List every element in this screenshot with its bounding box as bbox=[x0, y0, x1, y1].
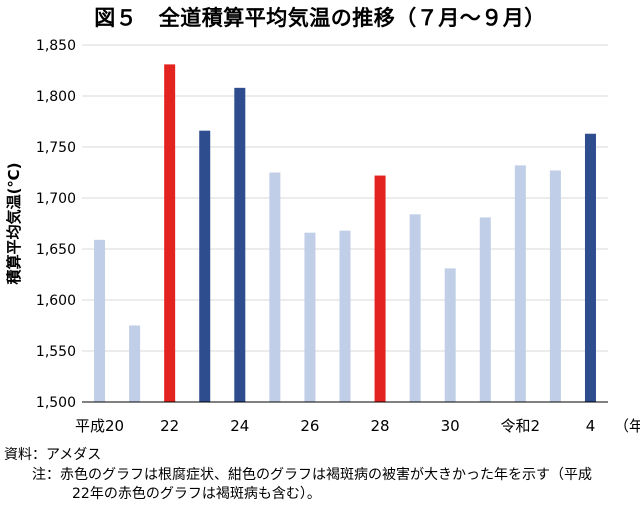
y-tick-label: 1,500 bbox=[36, 395, 76, 411]
chart-title: 図５ 全道積算平均気温の推移（７月～９月） bbox=[94, 6, 546, 30]
bar bbox=[304, 232, 316, 402]
y-tick-label: 1,700 bbox=[36, 191, 76, 207]
footnote-line-2: 22年の赤色のグラフは褐斑病も含む）。 bbox=[72, 486, 321, 502]
x-tick-label: 30 bbox=[441, 417, 460, 435]
x-tick-label: 22 bbox=[160, 417, 179, 435]
x-tick-label: 24 bbox=[230, 417, 249, 435]
bar bbox=[234, 87, 246, 402]
x-tick-label: 26 bbox=[300, 417, 319, 435]
y-axis-title: 積算平均気温(℃) bbox=[5, 163, 23, 286]
bar bbox=[164, 64, 176, 402]
bar bbox=[199, 130, 211, 402]
source-note: 資料：アメダス bbox=[4, 447, 102, 463]
bar bbox=[129, 325, 141, 402]
x-tick-label: 4 bbox=[586, 417, 596, 435]
y-tick-label: 1,650 bbox=[36, 242, 76, 258]
bar bbox=[444, 268, 456, 402]
y-tick-label: 1,850 bbox=[36, 38, 76, 54]
y-tick-label: 1,550 bbox=[36, 344, 76, 360]
bar bbox=[479, 217, 491, 402]
y-tick-label: 1,750 bbox=[36, 140, 76, 156]
bar bbox=[549, 170, 561, 402]
y-tick-label: 1,800 bbox=[36, 89, 76, 105]
bar bbox=[269, 172, 281, 402]
x-tick-label: 令和2 bbox=[501, 417, 541, 435]
bar bbox=[584, 133, 596, 403]
footnote-line-1: 注：赤色のグラフは根腐症状、紺色のグラフは褐斑病の被害が大きかった年を示す（平成 bbox=[32, 467, 592, 483]
bar-chart: 1,500 1,550 1,600 1,650 1,700 1,750 1,800 1,850… bbox=[5, 38, 640, 435]
bar bbox=[514, 165, 526, 402]
bar bbox=[409, 214, 421, 402]
y-tick-label: 1,600 bbox=[36, 293, 76, 309]
x-tick-label: 28 bbox=[371, 417, 390, 435]
x-tick-label: 平成20 bbox=[75, 417, 124, 435]
bar bbox=[339, 230, 351, 402]
x-axis-unit: （年） bbox=[614, 417, 640, 435]
bar bbox=[374, 175, 386, 402]
bar bbox=[94, 239, 106, 402]
